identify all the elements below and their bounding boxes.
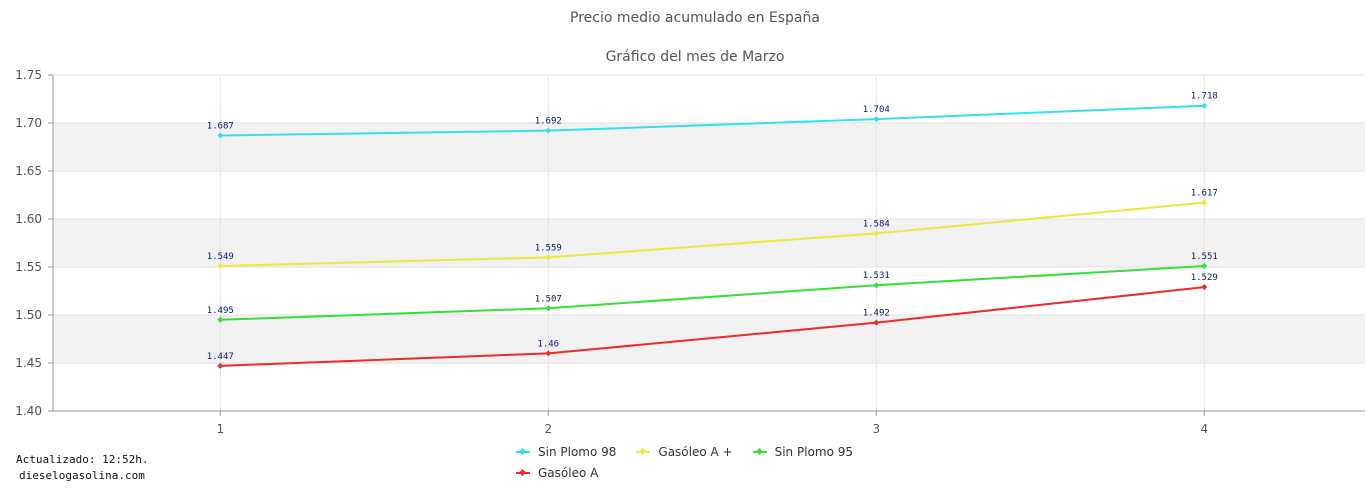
legend-item-gasoleo-a-plus[interactable]: Gasóleo A + <box>636 444 733 459</box>
updated-time: Actualizado: 12:52h. <box>16 453 149 466</box>
legend-marker-icon <box>516 447 530 457</box>
chart-subtitle: Gráfico del mes de Marzo <box>605 49 785 65</box>
grid-band <box>53 219 1365 267</box>
data-label-sin-plomo-95: 1.551 <box>1191 252 1218 262</box>
data-label-sin-plomo-95: 1.507 <box>535 294 562 304</box>
data-point-sin-plomo-98 <box>217 132 224 139</box>
y-tick-label: 1.60 <box>15 212 42 226</box>
legend-marker-icon <box>516 468 530 478</box>
data-point-sin-plomo-98 <box>545 127 552 134</box>
y-tick-label: 1.55 <box>15 260 42 274</box>
y-tick-label: 1.65 <box>15 164 42 178</box>
data-label-gasoleo-a: 1.46 <box>537 339 559 349</box>
x-tick-label: 1 <box>216 422 224 436</box>
data-label-gasoleo-a-plus: 1.584 <box>863 219 890 229</box>
legend-item-sin-plomo-95[interactable]: Sin Plomo 95 <box>752 444 854 459</box>
data-point-sin-plomo-95 <box>873 282 880 289</box>
data-label-gasoleo-a: 1.529 <box>1191 273 1218 283</box>
data-label-sin-plomo-98: 1.704 <box>863 105 890 115</box>
legend-label: Sin Plomo 98 <box>538 444 617 459</box>
y-tick-label: 1.75 <box>15 68 42 82</box>
data-label-gasoleo-a-plus: 1.549 <box>207 252 234 262</box>
series-line-sin-plomo-98 <box>220 104 1205 137</box>
series-line-gasoleo-a-plus <box>220 201 1205 268</box>
data-label-sin-plomo-98: 1.687 <box>207 121 234 131</box>
data-point-gasoleo-a-plus <box>1201 199 1208 206</box>
data-label-gasoleo-a-plus: 1.559 <box>535 243 562 253</box>
x-tick-label: 2 <box>544 422 552 436</box>
legend-item-gasoleo-a[interactable]: Gasóleo A <box>516 466 598 480</box>
data-point-gasoleo-a-plus <box>545 254 552 261</box>
data-label-sin-plomo-98: 1.718 <box>1191 92 1218 102</box>
data-label-sin-plomo-95: 1.531 <box>863 271 890 281</box>
chart-title: Precio medio acumulado en España <box>570 10 820 26</box>
grid-band <box>53 123 1365 171</box>
footer: Actualizado: 12:52h. dieselogasolina.com <box>16 452 148 484</box>
data-point-sin-plomo-98 <box>873 116 880 123</box>
x-tick-label: 3 <box>872 422 880 436</box>
series-line-gasoleo-a <box>220 286 1205 367</box>
legend-label: Gasóleo A <box>538 465 599 480</box>
legend-label: Sin Plomo 95 <box>774 444 854 459</box>
data-point-sin-plomo-95 <box>1201 263 1208 270</box>
data-point-gasoleo-a <box>217 362 224 369</box>
legend-marker-icon <box>636 447 651 457</box>
data-point-sin-plomo-98 <box>1201 102 1208 109</box>
y-tick-label: 1.70 <box>15 116 42 130</box>
x-tick-label: 4 <box>1200 422 1208 436</box>
site-name: dieselogasolina.com <box>19 469 145 482</box>
data-label-gasoleo-a-plus: 1.617 <box>1191 189 1218 199</box>
legend: Sin Plomo 98 Gasóleo A + Sin Plomo 95 Ga… <box>516 441 896 483</box>
data-label-gasoleo-a: 1.492 <box>863 309 890 319</box>
data-point-gasoleo-a <box>1201 284 1208 291</box>
data-label-sin-plomo-95: 1.495 <box>207 306 234 316</box>
data-point-gasoleo-a-plus <box>873 230 880 237</box>
data-point-gasoleo-a <box>545 350 552 357</box>
series-line-sin-plomo-95 <box>220 265 1205 321</box>
data-point-gasoleo-a <box>873 319 880 326</box>
legend-label: Gasóleo A + <box>658 444 733 459</box>
y-tick-label: 1.40 <box>15 404 42 418</box>
data-point-sin-plomo-95 <box>217 316 224 323</box>
y-tick-label: 1.45 <box>15 356 42 370</box>
data-point-sin-plomo-95 <box>545 305 552 312</box>
data-label-sin-plomo-98: 1.692 <box>535 117 562 127</box>
data-point-gasoleo-a-plus <box>217 263 224 270</box>
y-tick-label: 1.50 <box>15 308 42 322</box>
data-label-gasoleo-a: 1.447 <box>207 352 234 362</box>
legend-marker-icon <box>752 447 767 457</box>
legend-item-sin-plomo-98[interactable]: Sin Plomo 98 <box>516 445 616 459</box>
